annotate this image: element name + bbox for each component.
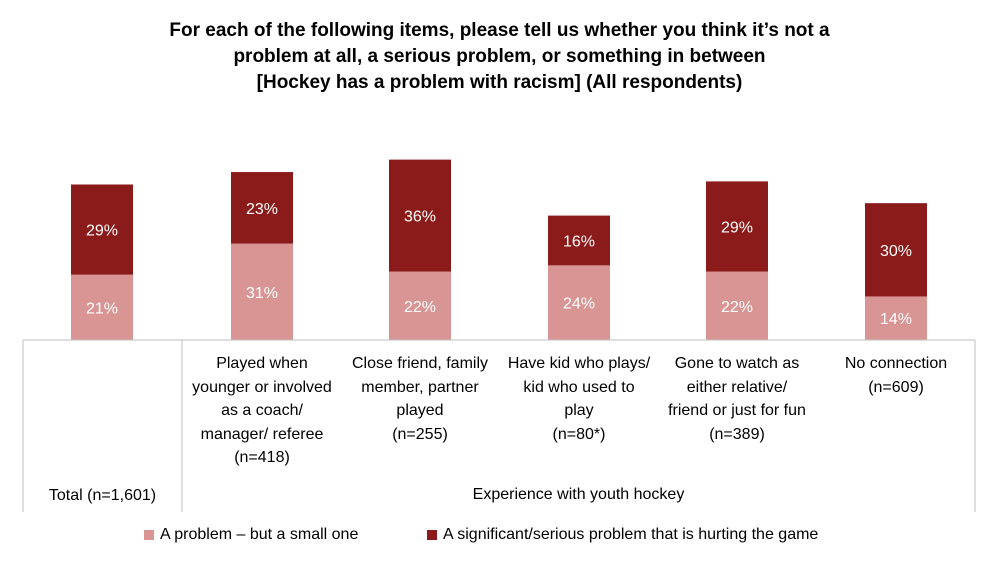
bar-segment-serious-problem [231,172,293,244]
legend-label-serious-problem: A significant/serious problem that is hu… [443,526,819,543]
bar-segment-serious-problem [71,184,133,275]
legend-label-small-problem: A problem – but a small one [160,526,359,543]
category-label: Have kid who plays/kid who used to play (n… [495,352,663,446]
bar-segment-small-problem [231,243,293,340]
bar-segment-serious-problem [865,203,927,297]
data-label: 16% [563,233,595,250]
data-label: 29% [86,223,118,240]
category-label-line: younger or involved [192,378,332,396]
data-label: 14% [880,311,912,328]
category-label-line: either relative/ [686,378,788,396]
chart-title-line-1: For each of the following items, please … [169,20,830,41]
category-label-line: kid who used to [523,378,635,396]
category-label-line: No connection [844,355,948,372]
category-label-line: as a coach/ [221,402,303,419]
category-label: Close friend, family member, partner playe… [336,352,504,446]
data-label: 22% [721,299,753,316]
data-label: 36% [404,209,436,226]
category-label-line: Have kid who plays/ [507,355,651,372]
category-label-line: manager/ referee [200,425,324,443]
category-label-line: Close friend, family [351,355,489,372]
bar-segment-serious-problem [548,215,610,266]
category-label-line: play [564,402,594,419]
bar-segment-serious-problem [706,181,768,272]
legend-swatch-small-problem [144,530,154,540]
bar-segment-small-problem [865,296,927,340]
category-label-line: (n=389) [709,425,765,443]
data-label: 23% [246,201,278,218]
category-label-line: friend or just for fun [668,402,806,419]
data-label: 29% [721,219,753,236]
category-label-line: Played when [216,355,308,372]
category-label-line: Gone to watch as [674,355,800,372]
group-label-experience: Experience with youth hockey [472,486,685,503]
category-label-line: (n=80*) [552,425,606,443]
category-label-line: (n=255) [392,425,448,443]
category-label-line: (n=609) [868,378,924,396]
data-label: 21% [86,300,118,317]
data-label: 30% [880,243,912,260]
category-label: Total (n=1,601) [23,484,182,508]
legend-item-small-problem: A problem – but a small one [144,526,358,544]
bar-segment-small-problem [389,271,451,340]
category-label: Played when younger or involved as a coach… [178,352,346,470]
data-label: 22% [404,299,436,316]
category-label-line: member, partner [361,378,479,396]
bar-segment-serious-problem [389,159,451,272]
category-label: Gone to watch as either relative/friend o… [653,352,821,446]
bar-segment-small-problem [71,274,133,340]
data-label: 24% [563,296,595,313]
category-label: No connection (n=609) [812,352,980,399]
legend-swatch-serious-problem [427,530,437,540]
chart-title-line-3: [Hockey has a problem with racism] (All … [256,72,743,93]
category-label-line: Total (n=1,601) [48,487,157,504]
chart-title-line-2: problem at all, a serious problem, or so… [233,46,766,67]
data-label: 31% [246,285,278,302]
chart-title: For each of the following items, please … [0,18,999,96]
legend-item-serious-problem: A significant/serious problem that is hu… [427,526,818,544]
bar-segment-small-problem [706,271,768,340]
category-label-line: (n=418) [234,449,290,466]
bar-segment-small-problem [548,265,610,340]
category-label-line: played [396,402,444,419]
